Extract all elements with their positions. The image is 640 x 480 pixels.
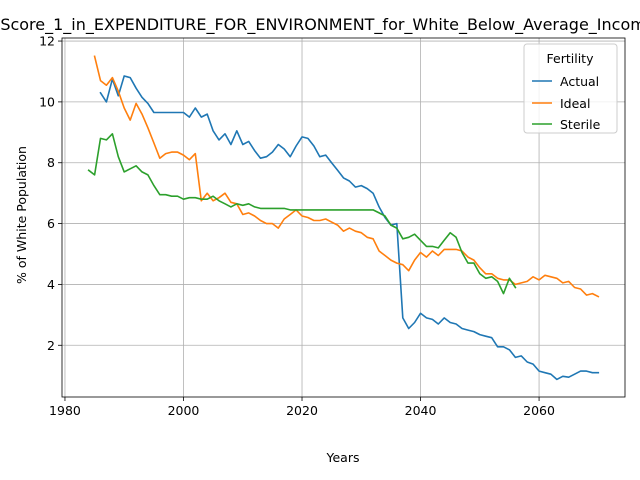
y-tick-label: 2 (47, 338, 55, 353)
legend-box (523, 43, 618, 134)
axis-ticks: 1980 2000 2020 2040 2060 2 4 6 8 10 12 (39, 34, 555, 418)
plot-frame (61, 37, 626, 398)
legend-label-sterile: Sterile (560, 117, 601, 132)
y-tick-label: 8 (47, 155, 55, 170)
legend-label-actual: Actual (560, 74, 599, 89)
plot-series (87, 55, 600, 381)
y-tick-label: 6 (47, 216, 55, 231)
x-tick-label: 2000 (168, 403, 200, 418)
y-tick-label: 12 (39, 34, 55, 49)
y-tick-label: 4 (47, 277, 55, 292)
series-line-ideal (93, 55, 600, 298)
x-tick-label: 2060 (523, 403, 555, 418)
legend-label-ideal: Ideal (560, 96, 590, 111)
legend: Fertility Actual Ideal Sterile (523, 43, 618, 134)
x-tick-label: 2020 (286, 403, 318, 418)
legend-title: Fertility (547, 51, 595, 66)
series-line-actual (99, 75, 600, 381)
x-tick-label: 1980 (49, 403, 81, 418)
y-tick-label: 10 (39, 94, 55, 109)
series-line-sterile (87, 133, 517, 295)
x-axis-label: Years (326, 450, 360, 465)
chart-title: Score_1_in_EXPENDITURE_FOR_ENVIRONMENT_f… (0, 15, 640, 35)
y-axis-label: % of White Population (14, 146, 29, 284)
x-tick-label: 2040 (405, 403, 437, 418)
